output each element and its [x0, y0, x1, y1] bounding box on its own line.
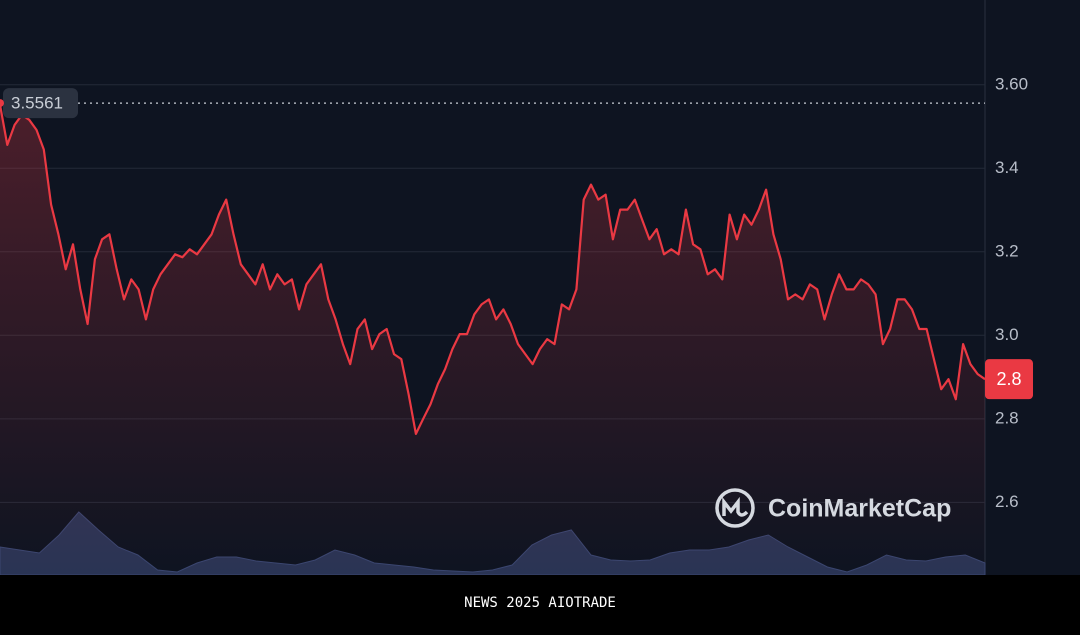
y-tick-label: 3.0	[995, 325, 1019, 344]
current-price-box	[985, 359, 1033, 400]
y-tick-label: 3.4	[995, 158, 1019, 177]
reference-label: 3.5561	[11, 94, 63, 113]
y-tick-label: 2.6	[995, 492, 1019, 511]
footer-bar	[0, 575, 1080, 630]
line-area	[0, 104, 985, 576]
watermark: CoinMarketCap	[768, 495, 951, 523]
y-tick-label: 3.60	[995, 74, 1028, 93]
watermark-logo	[715, 488, 755, 528]
reference-dot	[0, 99, 4, 108]
price-line	[0, 104, 986, 435]
y-tick-label: 3.2	[995, 241, 1019, 260]
current-price-label: 2.8	[996, 369, 1021, 389]
reference-label-box	[3, 88, 78, 119]
footer-text: NEWS 2025 AIOTRADE	[464, 595, 616, 611]
y-tick-label: 2.8	[995, 408, 1019, 427]
